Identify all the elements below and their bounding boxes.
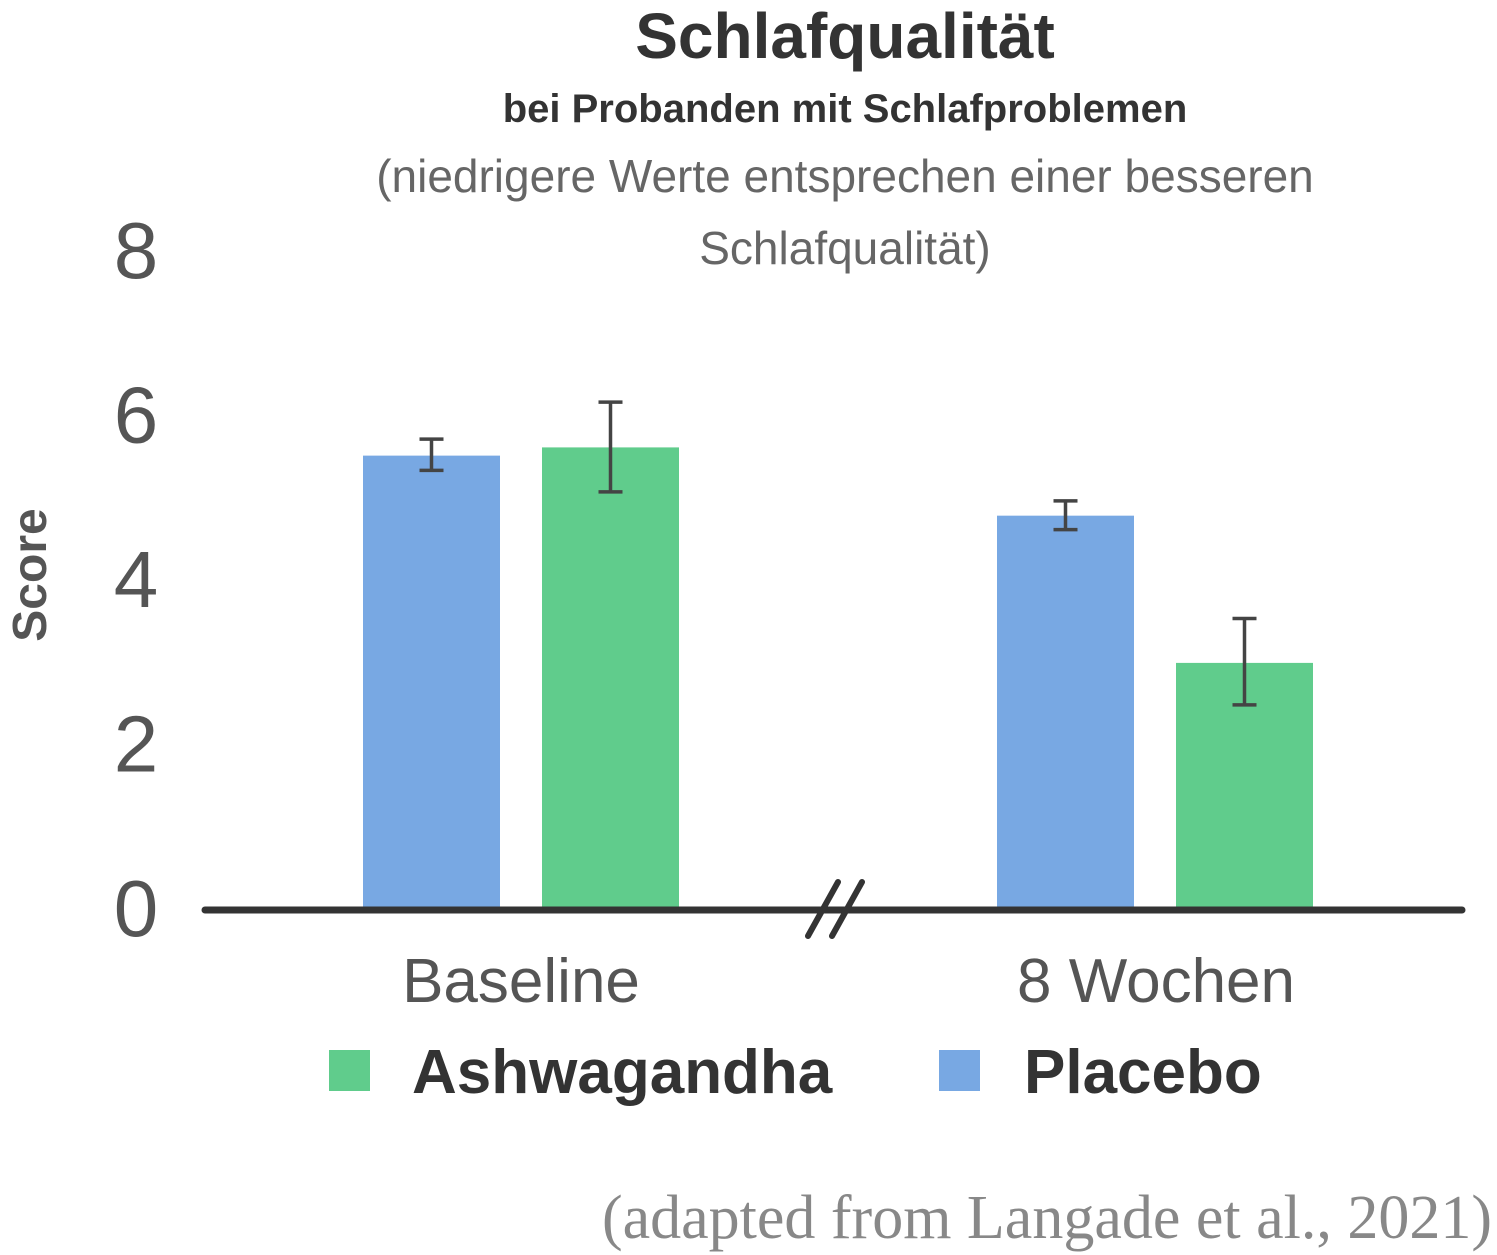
legend-swatch-placebo xyxy=(939,1050,980,1091)
error-bar-ashwagandha-0 xyxy=(598,400,623,494)
chart-title: Schlafqualität xyxy=(635,0,1055,72)
error-bar-ashwagandha-1 xyxy=(1232,616,1257,707)
legend-label-placebo: Placebo xyxy=(1024,1038,1262,1107)
y-tick-label: 2 xyxy=(114,700,159,789)
chart-note-line1: (niedrigere Werte entsprechen einer bess… xyxy=(376,150,1314,202)
y-tick-label: 6 xyxy=(114,371,159,460)
y-axis-ticks: 0 2 4 6 8 xyxy=(114,206,159,953)
chart-subtitle: bei Probanden mit Schlafproblemen xyxy=(503,87,1188,131)
bar-placebo-1 xyxy=(997,515,1134,908)
legend: Ashwagandha Placebo xyxy=(329,1038,1262,1107)
legend-swatch-ashwagandha xyxy=(329,1050,370,1091)
axis-break-icon xyxy=(805,879,865,939)
x-axis-categories: Baseline 8 Wochen xyxy=(402,947,1295,1016)
x-category-label: Baseline xyxy=(402,947,640,1016)
error-bar-placebo-1 xyxy=(1053,499,1078,532)
chart-note-line2: Schlafqualität) xyxy=(699,222,991,274)
y-tick-label: 8 xyxy=(114,206,159,295)
bar-placebo-0 xyxy=(363,455,500,908)
source-citation: (adapted from Langade et al., 2021) xyxy=(602,1184,1492,1252)
bars xyxy=(363,447,1313,908)
y-axis-label: Score xyxy=(4,508,57,641)
bar-ashwagandha-0 xyxy=(542,447,679,908)
error-bars xyxy=(419,400,1257,707)
x-category-label: 8 Wochen xyxy=(1017,947,1295,1016)
legend-label-ashwagandha: Ashwagandha xyxy=(412,1038,833,1107)
error-bar-placebo-0 xyxy=(419,437,444,473)
y-tick-label: 0 xyxy=(114,864,159,953)
y-tick-label: 4 xyxy=(114,535,159,624)
